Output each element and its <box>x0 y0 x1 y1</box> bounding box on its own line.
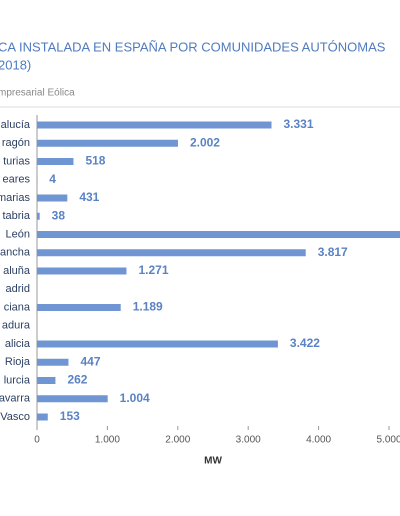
bar <box>37 231 400 238</box>
bar <box>37 304 121 311</box>
category-label: ancha <box>0 247 31 259</box>
category-label: León <box>6 228 30 240</box>
bar <box>37 358 69 366</box>
bar <box>37 194 68 202</box>
value-label: 518 <box>85 154 105 168</box>
chart-title: 2018) <box>0 57 31 72</box>
subtitle: mpresarial Eólica <box>0 88 75 99</box>
category-label: lurcia <box>4 374 31 386</box>
category-label: Vasco <box>0 411 30 423</box>
bar <box>37 377 56 384</box>
category-label: avarra <box>0 393 31 405</box>
x-tick-label: 1.000 <box>95 435 120 446</box>
value-label: 38 <box>52 208 66 222</box>
value-label: 1.271 <box>138 263 168 277</box>
x-tick-label: 3.000 <box>236 435 261 446</box>
category-label: ciana <box>4 301 31 313</box>
category-label: aluña <box>3 265 31 277</box>
value-label: 3.817 <box>318 245 348 259</box>
bar <box>37 212 40 220</box>
x-tick-label: 4.000 <box>306 435 331 446</box>
value-label: 2.002 <box>190 135 220 149</box>
x-tick-label: 5.000 <box>376 435 400 446</box>
value-label: 431 <box>79 190 99 204</box>
x-tick-label: 0 <box>34 435 40 446</box>
category-label: Rioja <box>5 356 31 368</box>
category-label: alucía <box>1 119 31 131</box>
category-label: ragón <box>2 137 30 149</box>
chart-title: CA INSTALADA EN ESPAÑA POR COMUNIDADES A… <box>0 39 386 54</box>
bar <box>37 158 74 165</box>
category-label: adura <box>2 320 31 332</box>
value-label: 4 <box>49 172 56 186</box>
category-label: alicia <box>5 338 31 350</box>
bar <box>37 413 48 421</box>
bar <box>37 249 306 257</box>
bar <box>37 395 108 403</box>
category-label: turias <box>3 155 30 167</box>
value-label: 3.331 <box>284 117 314 131</box>
value-label: 1.004 <box>120 391 150 405</box>
value-label: 447 <box>80 354 100 368</box>
value-label: 153 <box>60 409 80 423</box>
category-label: adrid <box>6 283 30 295</box>
value-label: 262 <box>67 373 87 387</box>
category-label: tabria <box>2 210 30 222</box>
value-label: 3.422 <box>290 336 320 350</box>
value-label: 1.189 <box>133 300 163 314</box>
category-label: eares <box>2 174 30 186</box>
x-tick-label: 2.000 <box>165 435 190 446</box>
x-axis-label: MW <box>204 456 222 467</box>
bar <box>37 340 278 348</box>
bar <box>37 139 178 147</box>
bar <box>37 267 127 275</box>
category-label: marias <box>0 192 30 204</box>
bar <box>37 121 272 129</box>
